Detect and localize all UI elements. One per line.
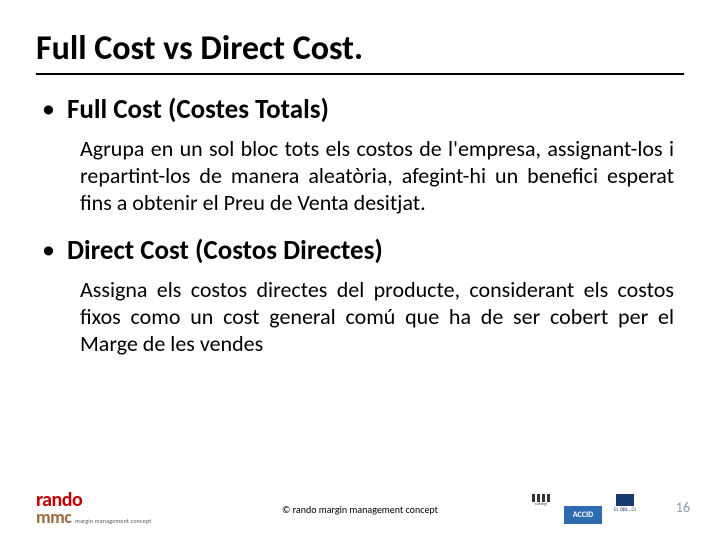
section-body-1: Agrupa en un sol bloc tots els costos de…	[80, 136, 674, 216]
partner-logo-1-icon: Col·legi	[524, 494, 558, 524]
section-heading-2: Direct Cost (Costos Directes)	[67, 234, 383, 267]
partner-logo-accid-icon: ACCID	[564, 506, 602, 524]
bullet-marker: •	[42, 93, 55, 124]
partner-logo-eoi-icon: EL OBL...GI	[608, 494, 642, 524]
bullet-item-2: • Direct Cost (Costos Directes)	[36, 234, 684, 267]
slide-footer: rando mmc margin management concept © ra…	[0, 486, 720, 526]
section-heading-1: Full Cost (Costes Totals)	[67, 93, 329, 126]
slide-title: Full Cost vs Direct Cost.	[36, 28, 684, 75]
partner-logos: Col·legi ACCID EL OBL...GI	[524, 494, 642, 524]
bullet-item-1: • Full Cost (Costes Totals)	[36, 93, 684, 126]
slide-content: Full Cost vs Direct Cost. • Full Cost (C…	[0, 0, 720, 358]
bullet-marker: •	[42, 234, 55, 265]
brand-logo-sub: margin management concept	[75, 517, 152, 525]
section-body-2: Assigna els costos directes del producte…	[80, 277, 674, 357]
page-number: 16	[676, 499, 690, 516]
